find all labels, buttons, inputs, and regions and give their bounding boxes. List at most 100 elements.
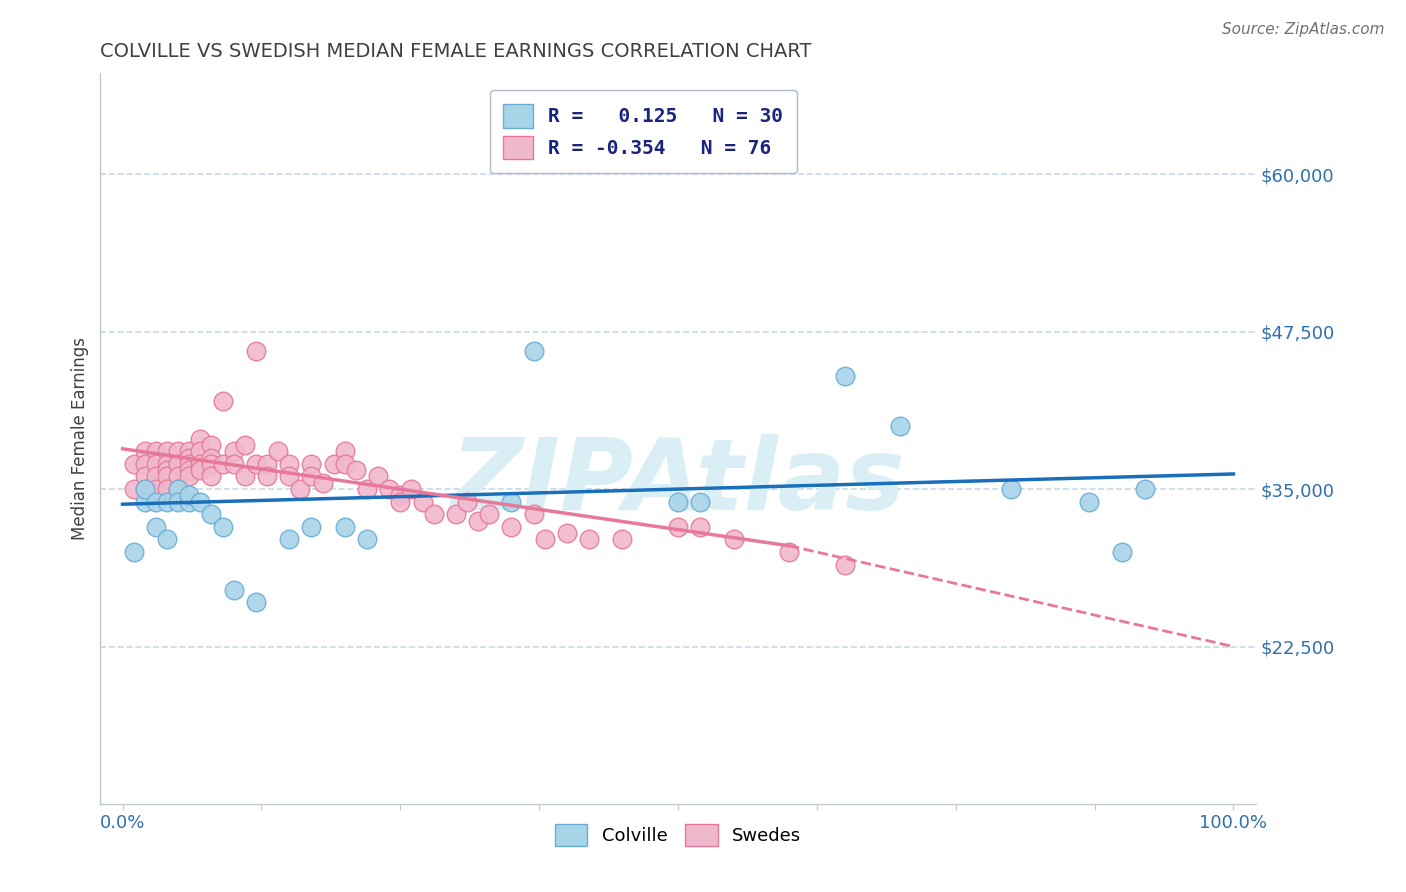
- Point: [167, 469, 190, 483]
- Point: [401, 482, 423, 496]
- Point: [356, 533, 378, 547]
- Point: [778, 545, 800, 559]
- Point: [411, 494, 433, 508]
- Point: [222, 444, 245, 458]
- Point: [134, 494, 156, 508]
- Point: [389, 494, 412, 508]
- Point: [167, 444, 190, 458]
- Point: [501, 520, 523, 534]
- Point: [299, 469, 322, 483]
- Point: [422, 508, 444, 522]
- Point: [233, 438, 256, 452]
- Point: [156, 457, 179, 471]
- Point: [211, 393, 233, 408]
- Point: [501, 494, 523, 508]
- Point: [222, 457, 245, 471]
- Point: [666, 520, 689, 534]
- Point: [311, 475, 333, 490]
- Point: [834, 558, 856, 572]
- Point: [299, 457, 322, 471]
- Point: [179, 469, 201, 483]
- Point: [156, 463, 179, 477]
- Point: [179, 463, 201, 477]
- Point: [834, 368, 856, 383]
- Point: [533, 533, 555, 547]
- Point: [233, 469, 256, 483]
- Point: [333, 444, 356, 458]
- Point: [555, 526, 578, 541]
- Text: Source: ZipAtlas.com: Source: ZipAtlas.com: [1222, 22, 1385, 37]
- Point: [167, 494, 190, 508]
- Point: [145, 482, 167, 496]
- Point: [299, 520, 322, 534]
- Point: [179, 494, 201, 508]
- Point: [333, 520, 356, 534]
- Point: [444, 508, 467, 522]
- Text: ZIPAtlas: ZIPAtlas: [451, 434, 905, 531]
- Point: [200, 438, 222, 452]
- Point: [389, 488, 412, 502]
- Point: [245, 343, 267, 358]
- Point: [256, 469, 278, 483]
- Point: [156, 482, 179, 496]
- Point: [456, 494, 478, 508]
- Point: [222, 582, 245, 597]
- Point: [1111, 545, 1133, 559]
- Point: [145, 469, 167, 483]
- Point: [200, 508, 222, 522]
- Point: [333, 457, 356, 471]
- Point: [134, 482, 156, 496]
- Point: [156, 533, 179, 547]
- Point: [367, 469, 389, 483]
- Point: [134, 482, 156, 496]
- Point: [134, 444, 156, 458]
- Point: [1078, 494, 1101, 508]
- Point: [167, 482, 190, 496]
- Legend: R =   0.125   N = 30, R = -0.354   N = 76: R = 0.125 N = 30, R = -0.354 N = 76: [489, 90, 797, 173]
- Point: [200, 469, 222, 483]
- Point: [200, 457, 222, 471]
- Point: [278, 533, 301, 547]
- Point: [467, 514, 489, 528]
- Point: [666, 494, 689, 508]
- Point: [179, 488, 201, 502]
- Point: [478, 508, 501, 522]
- Point: [179, 450, 201, 465]
- Point: [156, 469, 179, 483]
- Point: [179, 457, 201, 471]
- Point: [179, 444, 201, 458]
- Point: [211, 457, 233, 471]
- Point: [188, 463, 211, 477]
- Point: [122, 545, 145, 559]
- Point: [278, 469, 301, 483]
- Point: [356, 482, 378, 496]
- Point: [689, 520, 711, 534]
- Point: [145, 444, 167, 458]
- Point: [378, 482, 401, 496]
- Point: [612, 533, 634, 547]
- Point: [122, 457, 145, 471]
- Point: [689, 494, 711, 508]
- Point: [211, 520, 233, 534]
- Point: [523, 343, 546, 358]
- Point: [134, 457, 156, 471]
- Text: COLVILLE VS SWEDISH MEDIAN FEMALE EARNINGS CORRELATION CHART: COLVILLE VS SWEDISH MEDIAN FEMALE EARNIN…: [100, 42, 811, 61]
- Point: [188, 494, 211, 508]
- Point: [156, 444, 179, 458]
- Point: [145, 494, 167, 508]
- Point: [188, 444, 211, 458]
- Point: [245, 595, 267, 609]
- Point: [256, 457, 278, 471]
- Point: [145, 457, 167, 471]
- Point: [578, 533, 600, 547]
- Point: [145, 520, 167, 534]
- Point: [245, 457, 267, 471]
- Point: [188, 432, 211, 446]
- Point: [290, 482, 312, 496]
- Point: [723, 533, 745, 547]
- Point: [134, 469, 156, 483]
- Point: [322, 457, 344, 471]
- Point: [267, 444, 290, 458]
- Point: [523, 508, 546, 522]
- Point: [1000, 482, 1022, 496]
